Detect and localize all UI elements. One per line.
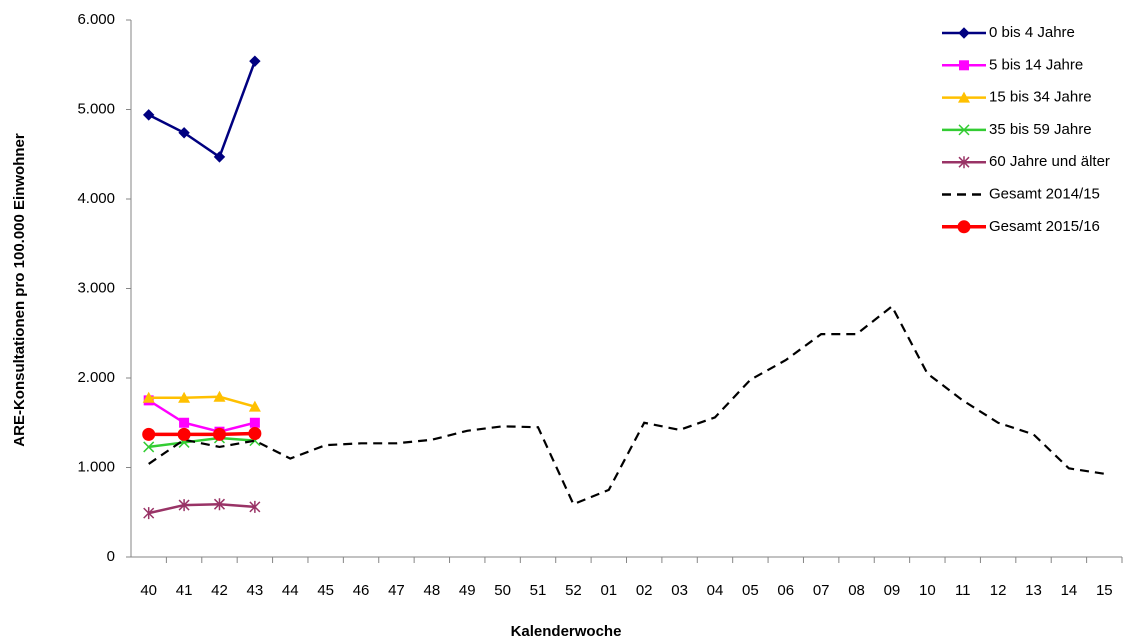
x-tick-label: 50 (494, 582, 511, 599)
legend-label: 35 bis 59 Jahre (989, 121, 1092, 138)
x-tick-label: 05 (742, 582, 759, 599)
legend-marker (958, 27, 970, 39)
legend-marker (958, 124, 970, 136)
x-axis-title: Kalenderwoche (511, 623, 622, 640)
data-point (178, 391, 191, 403)
legend-marker (957, 220, 971, 234)
legend-label: 5 bis 14 Jahre (989, 56, 1083, 73)
data-point (248, 426, 262, 440)
series-line (148, 399, 256, 433)
legend-marker (959, 60, 969, 71)
series-line (148, 502, 255, 515)
x-tick-label: 01 (600, 582, 617, 599)
x-tick-label: 47 (388, 582, 405, 599)
x-tick-label: 44 (282, 582, 299, 599)
x-tick-label: 04 (707, 582, 724, 599)
series-line (148, 431, 255, 437)
y-tick-label: 3.000 (77, 279, 115, 296)
x-tick-label: 46 (353, 582, 370, 599)
series-line (148, 60, 257, 159)
legend-label: 60 Jahre und älter (989, 153, 1110, 170)
x-tick-label: 40 (140, 582, 157, 599)
x-tick-label: 49 (459, 582, 476, 599)
data-point (179, 417, 190, 428)
y-axis-title: ARE-Konsultationen pro 100.000 Einwohner (11, 133, 28, 447)
series-line (148, 395, 256, 408)
x-tick-label: 48 (423, 582, 440, 599)
x-tick-label: 03 (671, 582, 688, 599)
x-tick-label: 15 (1096, 582, 1113, 599)
y-tick-label: 6.000 (77, 11, 115, 28)
x-tick-label: 10 (919, 582, 936, 599)
legend-marker (958, 91, 970, 103)
legend-marker (958, 156, 970, 169)
legend-label: 0 bis 4 Jahre (989, 24, 1075, 41)
legend-label: 15 bis 34 Jahre (989, 89, 1092, 106)
x-tick-label: 07 (813, 582, 830, 599)
x-tick-label: 09 (884, 582, 901, 599)
data-point (249, 500, 261, 513)
y-tick-label: 0 (107, 548, 115, 565)
y-tick-label: 1.000 (77, 458, 115, 475)
data-point (142, 427, 156, 441)
y-tick-label: 4.000 (77, 190, 115, 207)
data-point (212, 427, 226, 441)
y-tick-label: 5.000 (77, 100, 115, 117)
x-tick-label: 02 (636, 582, 653, 599)
legend-label: Gesamt 2015/16 (989, 218, 1100, 235)
data-point (142, 391, 155, 403)
x-tick-label: 08 (848, 582, 865, 599)
x-tick-label: 13 (1025, 582, 1042, 599)
data-point (213, 151, 226, 163)
legend-label: Gesamt 2014/15 (989, 185, 1100, 202)
data-point (213, 498, 226, 511)
data-point (142, 109, 155, 121)
data-point (143, 441, 155, 453)
series-line (148, 304, 1105, 506)
data-point (177, 427, 191, 441)
data-point (178, 499, 190, 512)
x-tick-label: 14 (1061, 582, 1078, 599)
data-point (143, 507, 155, 520)
y-tick-label: 2.000 (77, 369, 115, 386)
x-tick-label: 52 (565, 582, 582, 599)
x-tick-label: 43 (247, 582, 264, 599)
x-tick-label: 12 (990, 582, 1007, 599)
x-tick-label: 51 (530, 582, 547, 599)
data-point (213, 390, 226, 402)
data-point (178, 127, 190, 139)
x-tick-label: 06 (777, 582, 794, 599)
data-point (249, 417, 260, 428)
x-tick-label: 41 (176, 582, 193, 599)
series-line (148, 436, 255, 449)
data-point (248, 400, 261, 412)
x-tick-label: 11 (955, 582, 971, 599)
data-point (249, 55, 261, 67)
x-tick-label: 45 (317, 582, 334, 599)
x-tick-label: 42 (211, 582, 228, 599)
